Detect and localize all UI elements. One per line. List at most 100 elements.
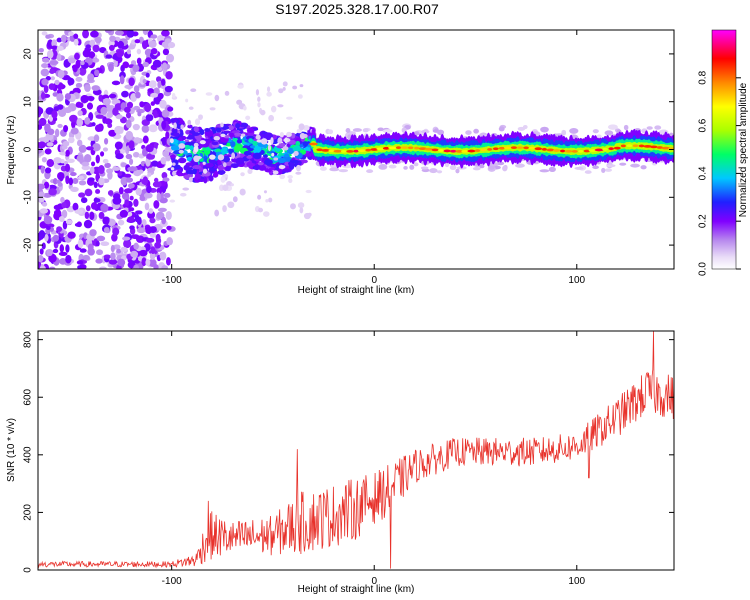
- spectrogram-peak-cell: [328, 149, 335, 153]
- spectrogram-y-ticks: -20 -10 0 10 20: [23, 48, 674, 252]
- spectrogram-peak-cell: [510, 146, 518, 150]
- spectrogram-noise-cell: [123, 239, 132, 249]
- spectrogram-faint-cell: [522, 124, 528, 130]
- spectrogram-noise-cell: [82, 30, 90, 39]
- spectrogram-y-tick-label: -10: [23, 190, 34, 205]
- spectrogram-noise-cell: [52, 178, 58, 185]
- spectrogram-faint-cell: [540, 126, 549, 133]
- spectrogram-noise-cell: [150, 101, 156, 106]
- spectrogram-peak-cell: [516, 146, 524, 150]
- spectrogram-faint-cell: [265, 198, 269, 203]
- spectrogram-noise-cell: [136, 48, 142, 55]
- spectrogram-noise-cell: [78, 192, 86, 198]
- spectrogram-noise-cell: [154, 241, 162, 249]
- spectrogram-noise-cell: [145, 259, 151, 267]
- spectrogram-faint-cell: [327, 129, 334, 135]
- spectrogram-faint-cell: [271, 105, 277, 113]
- spectrogram-peak-cell: [333, 149, 343, 153]
- spectrogram-noise-cell: [96, 249, 104, 256]
- spectrogram-peak-cell: [438, 149, 444, 152]
- spectrogram-noise-cell: [166, 257, 171, 266]
- spectrogram-faint-cell: [220, 133, 226, 138]
- snr-frame: [37, 330, 675, 571]
- spectrogram-noise-cell: [117, 258, 126, 267]
- spectrogram-faint-cell: [436, 170, 443, 174]
- spectrogram-faint-cell: [188, 176, 193, 183]
- spectrogram-noise-cell: [102, 147, 109, 152]
- spectrogram-noise-cell: [95, 240, 100, 247]
- spectrogram-noise-cell: [39, 196, 45, 203]
- spectrogram-peak-cell: [626, 144, 633, 148]
- spectrogram-peak-cell: [467, 149, 476, 153]
- spectrogram-broadband-cell: [288, 139, 296, 145]
- spectrogram-noise-cell: [73, 33, 79, 39]
- spectrogram-faint-cell: [444, 161, 450, 168]
- spectrogram-peak-cell: [340, 150, 347, 153]
- spectrogram-faint-cell: [455, 168, 460, 174]
- spectrogram-noise-cell: [58, 109, 67, 117]
- spectrogram-noise-cell: [95, 188, 101, 194]
- spectrogram-faint-cell: [288, 178, 293, 184]
- spectrogram-peak-cell: [560, 149, 566, 153]
- spectrogram-noise-cell: [152, 181, 162, 188]
- spectrogram-broadband-cell: [252, 152, 262, 160]
- spectrogram-noise-cell: [114, 125, 123, 135]
- spectrogram-noise-cell: [166, 53, 175, 63]
- spectrogram-noise-cell: [126, 30, 135, 38]
- spectrogram-noise-cell: [108, 93, 117, 99]
- spectrogram-noise-cell: [74, 222, 82, 227]
- colorbar-tick-label: 0.0: [698, 262, 709, 276]
- spectrogram-noise-cell: [133, 198, 139, 207]
- spectrogram-noise-cell: [40, 68, 50, 77]
- spectrogram-noise-cell: [142, 30, 149, 36]
- spectrogram-noise-cell: [162, 150, 170, 158]
- snr-x-ticks: -100 0 100: [162, 331, 586, 587]
- spectrogram-noise-cell: [95, 114, 105, 119]
- spectrogram-noise-cell: [166, 237, 173, 246]
- spectrogram-faint-cell: [257, 194, 262, 200]
- spectrogram-noise-cell: [145, 144, 154, 153]
- spectrogram-noise-cell: [90, 202, 98, 210]
- spectrogram-noise-cell: [100, 203, 109, 213]
- spectrogram-faint-cell: [173, 122, 177, 130]
- spectrogram-broadband-cell: [246, 155, 253, 159]
- spectrogram-noise-cell: [120, 246, 128, 253]
- spectrogram-broadband-cell: [199, 129, 205, 136]
- spectrogram-noise-cell: [44, 233, 49, 242]
- spectrogram-faint-cell: [584, 170, 592, 174]
- spectrogram-broadband-cell: [221, 147, 230, 155]
- spectrogram-noise-cell: [92, 143, 101, 152]
- spectrogram-noise-cell: [63, 60, 70, 68]
- spectrogram-noise-cell: [161, 265, 168, 269]
- spectrogram-broadband-cell: [189, 145, 194, 151]
- spectrogram-faint-cell: [273, 157, 279, 161]
- spectrogram-noise-cell: [161, 109, 170, 118]
- spectrogram-x-tick-label: -100: [162, 275, 182, 286]
- spectrogram-peak-cell: [649, 145, 658, 149]
- spectrogram-noise-cell: [104, 137, 109, 145]
- spectrogram-faint-cell: [267, 144, 272, 152]
- spectrogram-peak-cell: [346, 149, 354, 153]
- spectrogram-noise-cell: [112, 196, 122, 205]
- snr-x-tick-label: 0: [371, 576, 377, 587]
- spectrogram-noise-cell: [83, 219, 93, 229]
- spectrogram-noise-cell: [64, 93, 72, 100]
- spectrogram-noise-cell: [86, 102, 94, 110]
- spectrogram-faint-cell: [266, 91, 272, 97]
- spectrogram-faint-cell: [230, 183, 234, 187]
- spectrogram-faint-cell: [237, 84, 244, 89]
- spectrogram-noise-cell: [89, 211, 95, 221]
- spectrogram-faint-cell: [305, 189, 312, 194]
- spectrogram-peak-cell: [455, 150, 464, 153]
- spectrogram-noise-cell: [150, 47, 158, 55]
- snr-y-tick-label: 200: [23, 504, 34, 521]
- spectrogram-noise-cell: [98, 165, 105, 175]
- spectrogram-broadband-cell: [277, 157, 286, 164]
- spectrogram-noise-cell: [84, 84, 91, 92]
- spectrogram-faint-cell: [282, 146, 289, 151]
- spectrogram-noise-cell: [56, 45, 64, 51]
- spectrogram-noise-cell: [145, 157, 151, 167]
- spectrogram-faint-cell: [342, 164, 352, 169]
- spectrogram-noise-cell: [130, 250, 139, 258]
- spectrogram-faint-cell: [278, 88, 284, 94]
